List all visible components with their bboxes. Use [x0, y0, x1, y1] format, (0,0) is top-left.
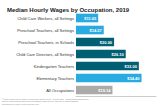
svg-text:$33.00: $33.00: [125, 64, 138, 69]
svg-text:$26.10: $26.10: [111, 52, 124, 57]
svg-text:Preschool Teachers, all Settin: Preschool Teachers, all Settings: [17, 28, 74, 33]
svg-text:Median Hourly Wages by Occupat: Median Hourly Wages by Occupation, 2019: [7, 7, 130, 13]
svg-text:Preschool Teachers, in Schools: Preschool Teachers, in Schools: [18, 40, 74, 45]
svg-text:$11.65: $11.65: [84, 16, 97, 21]
svg-text:$34.40: $34.40: [127, 76, 140, 81]
svg-text:Child Care Workers, all Settin: Child Care Workers, all Settings: [17, 16, 74, 21]
svg-text:All Occupations: All Occupations: [46, 88, 74, 93]
svg-text:Elementary Teachers: Elementary Teachers: [37, 76, 75, 81]
svg-text:Kindergarten Teachers: Kindergarten Teachers: [34, 64, 74, 69]
svg-text:Department of Labor. Retrieved: Department of Labor. Retrieved from [lin…: [2, 102, 40, 104]
svg-text:Source: Occupational Employmen: Source: Occupational Employment Statisti…: [2, 100, 79, 103]
svg-text:$20.00: $20.00: [100, 40, 113, 45]
svg-text:$19.14: $19.14: [98, 88, 111, 93]
svg-text:$14.57: $14.57: [90, 28, 103, 33]
svg-text:Child Care Directors, all Sett: Child Care Directors, all Settings: [16, 52, 74, 57]
svg-text:© 2019 Center for the Study of: © 2019 Center for the Study of Child Car…: [2, 97, 89, 101]
